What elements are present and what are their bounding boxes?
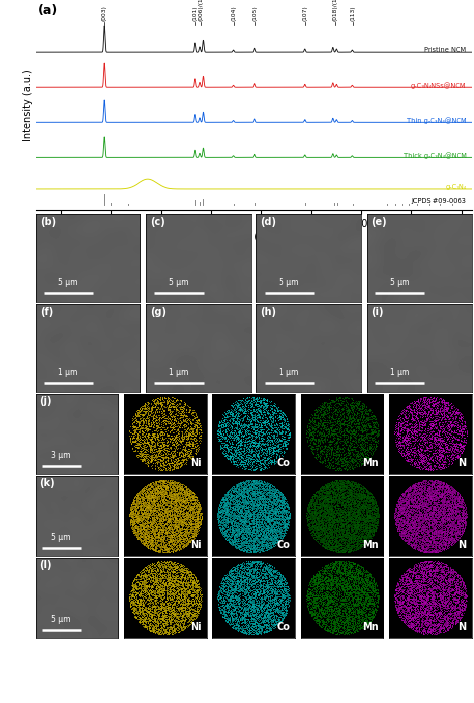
Text: 1 μm: 1 μm	[169, 368, 188, 377]
X-axis label: 2-Theta  (degree): 2-Theta (degree)	[205, 232, 302, 242]
Text: (i): (i)	[371, 307, 383, 316]
Text: (d): (d)	[261, 217, 277, 226]
Text: Ni: Ni	[190, 541, 201, 550]
Text: 5 μm: 5 μm	[279, 278, 299, 287]
Text: Mn: Mn	[362, 622, 378, 633]
Text: Ni: Ni	[190, 622, 201, 633]
Text: (006)/(102): (006)/(102)	[199, 0, 204, 21]
Text: (l): (l)	[39, 560, 51, 570]
Text: Thick g-C₃N₄@NCM: Thick g-C₃N₄@NCM	[404, 153, 466, 159]
Text: (g): (g)	[150, 307, 166, 316]
Text: N: N	[458, 622, 467, 633]
Text: 1 μm: 1 μm	[279, 368, 299, 377]
Text: (101): (101)	[192, 6, 198, 21]
Text: (105): (105)	[252, 6, 257, 21]
Text: N: N	[458, 458, 467, 468]
Text: Ni: Ni	[190, 458, 201, 468]
Text: (j): (j)	[39, 396, 51, 406]
Text: 5 μm: 5 μm	[390, 278, 409, 287]
Text: g-C₃N₄NSs@NCM: g-C₃N₄NSs@NCM	[411, 82, 466, 89]
Text: g-C₃N₄: g-C₃N₄	[446, 184, 466, 191]
Text: Co: Co	[276, 541, 290, 550]
Text: Mn: Mn	[362, 541, 378, 550]
Text: 3 μm: 3 μm	[51, 451, 71, 460]
Text: (b): (b)	[40, 217, 56, 226]
Text: 1 μm: 1 μm	[58, 368, 78, 377]
Text: Mn: Mn	[362, 458, 378, 468]
Text: 1 μm: 1 μm	[390, 368, 409, 377]
Text: (104): (104)	[231, 6, 236, 21]
Text: (107): (107)	[302, 6, 307, 21]
Text: N: N	[458, 541, 467, 550]
Text: (003): (003)	[102, 6, 107, 21]
Text: JCPDS #09-0063: JCPDS #09-0063	[412, 198, 466, 205]
Text: 5 μm: 5 μm	[58, 278, 78, 287]
Text: (h): (h)	[261, 307, 277, 316]
Text: (a): (a)	[38, 4, 58, 17]
Y-axis label: Intensity (a.u.): Intensity (a.u.)	[23, 69, 33, 141]
Text: 5 μm: 5 μm	[169, 278, 188, 287]
Text: 5 μm: 5 μm	[51, 534, 71, 543]
Text: (c): (c)	[150, 217, 165, 226]
Text: Pristine NCM: Pristine NCM	[425, 47, 466, 53]
Text: (k): (k)	[39, 479, 55, 489]
Text: 5 μm: 5 μm	[51, 615, 71, 624]
Text: Thin g-C₃N₄@NCM: Thin g-C₃N₄@NCM	[407, 117, 466, 124]
Text: (113): (113)	[350, 6, 356, 21]
Text: Co: Co	[276, 622, 290, 633]
Text: (e): (e)	[371, 217, 387, 226]
Text: (f): (f)	[40, 307, 53, 316]
Text: (018)/(110): (018)/(110)	[333, 0, 338, 21]
Text: Co: Co	[276, 458, 290, 468]
